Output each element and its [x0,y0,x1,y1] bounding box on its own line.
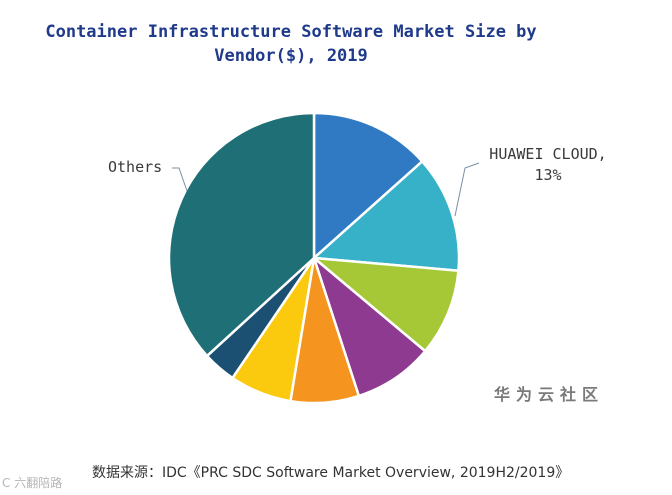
pie-slice-3 [312,256,460,353]
leader-line-others [172,167,188,192]
chart-title-line-2: Vendor($), 2019 [214,46,368,66]
watermark-brand: 华为云社区 [494,385,605,404]
data-source-note: 数据来源：IDC《PRC SDC Software Market Overvie… [92,465,570,481]
label-huawei-cloud-percent: 13% [534,166,561,184]
pie-slice-2 [312,160,461,272]
pie-slice-4 [312,256,427,398]
chart-title-line-1: Container Infrastructure Software Market… [45,22,537,42]
pie-slice-1 [312,111,424,260]
pie-slice-8 [167,111,316,358]
label-others: Others [108,158,162,176]
corner-watermark: C 六翻陪路 [2,476,63,490]
label-huawei-cloud-name: HUAWEI CLOUD, [489,145,606,163]
leader-line-huawei [454,162,480,217]
